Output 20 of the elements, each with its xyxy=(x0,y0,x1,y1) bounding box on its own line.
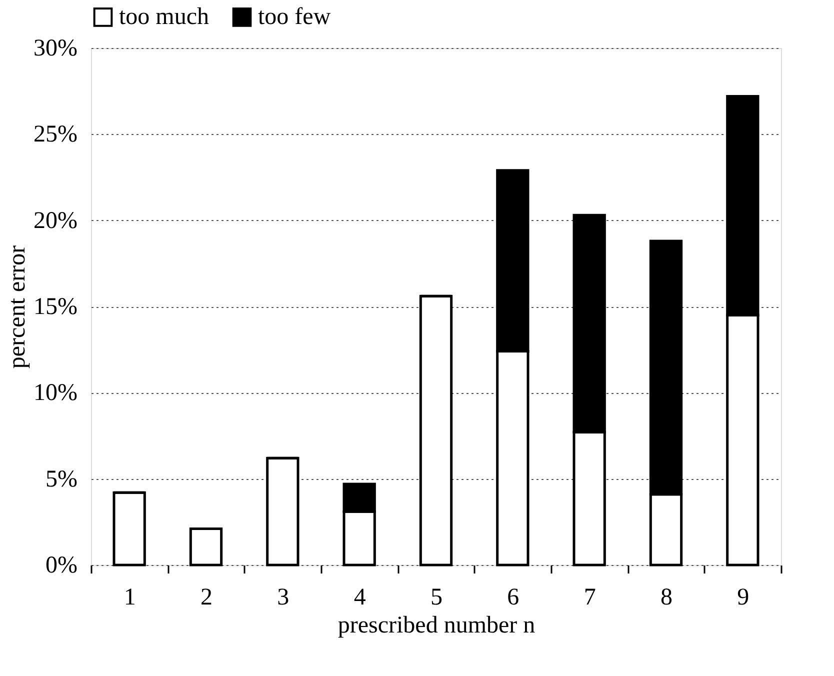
legend-label: too few xyxy=(258,4,332,30)
x-tick-label: 8 xyxy=(660,584,672,610)
y-axis-title: percent error xyxy=(4,245,31,369)
x-tick-label: 7 xyxy=(584,584,596,610)
y-tick-label: 0% xyxy=(46,552,78,578)
x-tick-label: 5 xyxy=(430,584,442,610)
x-tick-label: 9 xyxy=(737,584,750,610)
y-tick-label: 25% xyxy=(34,122,78,148)
x-axis-title: prescribed number n xyxy=(338,612,536,638)
legend-label: too much xyxy=(119,4,209,30)
y-tick-label: 15% xyxy=(34,294,78,320)
y-tick-label: 5% xyxy=(46,466,78,492)
x-tick-label: 1 xyxy=(124,584,136,610)
x-tick-label: 4 xyxy=(354,584,366,610)
x-tick-label: 6 xyxy=(507,584,520,610)
x-tick-label: 2 xyxy=(200,584,212,610)
y-tick-label: 30% xyxy=(34,36,78,62)
x-tick-label: 3 xyxy=(277,584,290,610)
y-tick-label: 10% xyxy=(34,380,78,406)
y-tick-label: 20% xyxy=(34,208,78,234)
